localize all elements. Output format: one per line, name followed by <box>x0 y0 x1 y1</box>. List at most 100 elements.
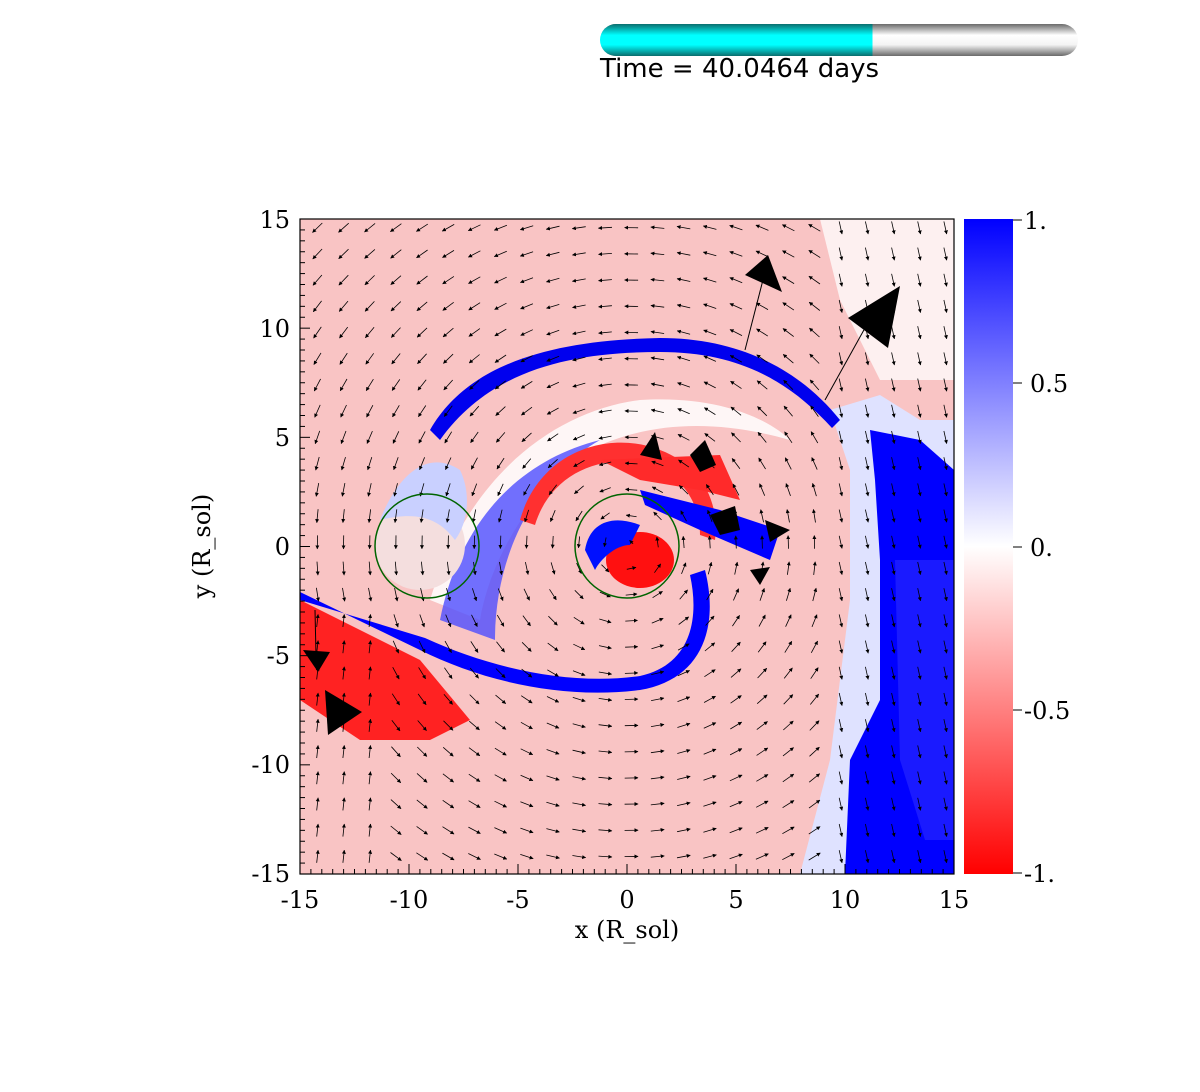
velocity-arrow <box>341 771 346 785</box>
velocity-arrow <box>493 250 507 258</box>
velocity-arrow <box>494 302 507 310</box>
large-velocity-arrows <box>303 255 900 735</box>
velocity-arrow <box>467 224 481 232</box>
velocity-arrow <box>572 697 586 703</box>
velocity-arrow <box>943 404 948 418</box>
y-tick-label: 0 <box>275 533 290 561</box>
velocity-arrow <box>651 617 664 624</box>
velocity-arrow <box>785 614 792 627</box>
velocity-arrow <box>572 356 586 362</box>
velocity-arrow <box>865 273 870 287</box>
velocity-arrow <box>548 484 558 496</box>
velocity-arrow <box>677 643 690 651</box>
velocity-arrow <box>315 849 320 863</box>
velocity-arrow <box>730 406 742 416</box>
velocity-arrow <box>524 535 529 549</box>
velocity-arrow <box>809 693 820 705</box>
velocity-arrow <box>917 378 922 392</box>
colorbar-gradient <box>964 219 1013 874</box>
velocity-arrow <box>943 561 948 575</box>
velocity-arrow <box>891 457 896 471</box>
velocity-arrow <box>312 300 322 313</box>
velocity-arrow <box>598 330 612 335</box>
velocity-arrow <box>756 747 769 756</box>
velocity-arrow <box>865 692 870 706</box>
velocity-arrow <box>891 797 896 811</box>
velocity-arrow <box>809 353 820 364</box>
velocity-arrow <box>917 273 922 287</box>
velocity-arrow <box>891 509 896 523</box>
velocity-arrow <box>499 561 504 576</box>
velocity-arrow <box>546 749 560 755</box>
velocity-arrow <box>601 564 610 573</box>
velocity-arrow <box>599 618 612 624</box>
velocity-arrow <box>547 669 559 677</box>
velocity-arrow <box>707 509 713 522</box>
velocity-arrow <box>703 303 717 309</box>
velocity-arrow <box>572 330 586 336</box>
velocity-arrow <box>783 379 794 390</box>
velocity-arrow <box>650 225 665 230</box>
velocity-arrow <box>391 379 401 391</box>
velocity-arrow <box>678 459 690 468</box>
velocity-arrow <box>368 771 373 785</box>
velocity-arrow <box>865 745 870 759</box>
velocity-arrow <box>364 223 376 233</box>
velocity-arrow <box>312 248 323 260</box>
velocity-arrow <box>838 823 844 837</box>
velocity-arrow <box>810 405 819 417</box>
velocity-arrow <box>943 326 948 340</box>
velocity-arrow <box>419 457 425 471</box>
velocity-arrow <box>707 561 713 575</box>
velocity-arrow <box>729 748 743 756</box>
velocity-arrow <box>808 826 821 835</box>
velocity-arrow <box>442 327 454 338</box>
velocity-arrow <box>368 692 373 706</box>
velocity-arrow <box>704 642 716 652</box>
velocity-arrow <box>444 640 452 654</box>
velocity-arrow <box>367 483 372 497</box>
velocity-arrow <box>547 433 559 442</box>
velocity-arrow <box>943 221 948 235</box>
velocity-arrow <box>416 223 429 232</box>
velocity-arrow <box>730 695 742 704</box>
velocity-arrow <box>315 509 320 524</box>
velocity-arrow <box>368 587 373 602</box>
colorbar-tick-label: 1. <box>1024 207 1047 235</box>
velocity-arrow <box>865 221 870 235</box>
velocity-arrow <box>917 692 922 706</box>
velocity-arrow <box>495 668 506 679</box>
velocity-arrow <box>494 827 508 834</box>
velocity-arrow <box>943 692 948 706</box>
x-tick-label: 10 <box>830 886 861 914</box>
velocity-arrow <box>812 587 818 602</box>
velocity-arrow <box>471 614 478 627</box>
velocity-arrow <box>624 435 638 440</box>
velocity-arrow <box>943 614 948 628</box>
velocity-arrow <box>917 640 922 654</box>
velocity-arrow <box>418 667 426 680</box>
velocity-arrow <box>417 720 427 731</box>
velocity-arrow <box>520 854 534 860</box>
velocity-arrow <box>650 382 665 387</box>
velocity-arrow <box>624 671 639 676</box>
velocity-arrow <box>598 435 612 440</box>
velocity-arrow <box>783 694 794 705</box>
velocity-arrow <box>731 458 741 469</box>
velocity-arrow <box>891 823 896 837</box>
velocity-arrow <box>729 224 743 231</box>
velocity-arrow <box>703 329 717 336</box>
velocity-arrow <box>729 277 743 284</box>
velocity-arrow <box>679 485 689 495</box>
velocity-arrow <box>418 640 426 654</box>
velocity-arrow <box>810 431 819 444</box>
velocity-arrow <box>470 431 479 444</box>
velocity-arrow <box>442 250 455 258</box>
velocity-arrow <box>520 774 534 782</box>
velocity-arrow <box>650 775 665 780</box>
velocity-arrow <box>703 801 717 807</box>
velocity-arrow <box>603 537 607 548</box>
velocity-arrow <box>315 745 320 759</box>
velocity-arrow <box>599 487 611 493</box>
velocity-arrow <box>315 561 320 576</box>
